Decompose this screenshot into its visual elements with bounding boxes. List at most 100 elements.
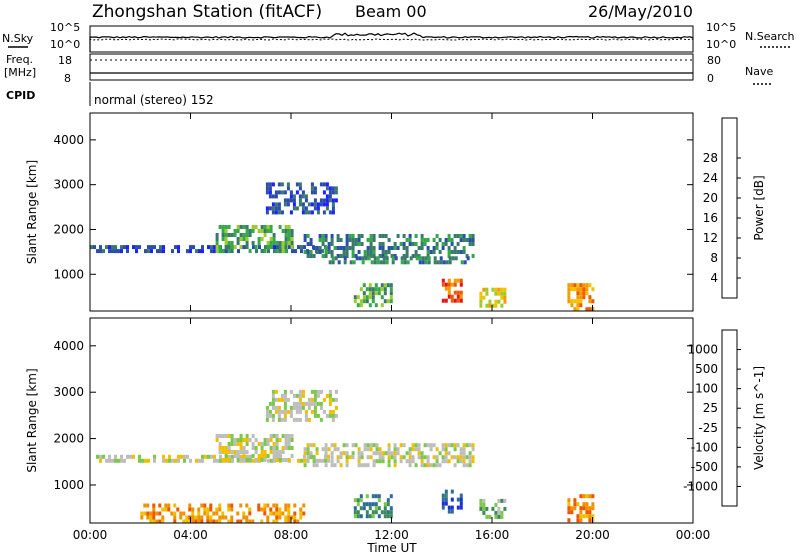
echo-cell (318, 250, 322, 254)
echo-cell (351, 443, 355, 448)
echo-cell (295, 190, 299, 195)
echo-cell (573, 502, 577, 507)
echo-cell (271, 182, 275, 187)
echo-cell (218, 446, 222, 450)
echo-cell (206, 507, 210, 512)
echo-cell (331, 206, 335, 211)
echo-cell (252, 458, 255, 463)
echo-cell (287, 434, 291, 438)
echo-cell (576, 518, 580, 523)
echo-cell (306, 443, 310, 448)
echo-cell (315, 246, 319, 250)
echo-cell (503, 498, 507, 503)
echo-cell (230, 434, 234, 438)
echo-cell (331, 190, 335, 195)
echo-cell (233, 229, 237, 233)
echo-cell (328, 397, 332, 402)
echo-cell (251, 454, 255, 458)
echo-cell (367, 256, 371, 261)
echo-cell (302, 511, 306, 516)
echo-cell (230, 507, 234, 512)
echo-cell (275, 511, 279, 516)
echo-cell (272, 434, 276, 438)
echo-cell (236, 442, 240, 446)
echo-cell (277, 405, 281, 410)
echo-cell (248, 458, 252, 462)
echo-cell (132, 454, 135, 459)
echo-cell (287, 229, 291, 233)
echo-cell (231, 458, 234, 463)
echo-cell (333, 443, 337, 448)
echo-cell (381, 246, 385, 250)
echo-cell (432, 443, 436, 448)
echo-cell (384, 234, 388, 238)
echo-cell (164, 507, 168, 512)
echo-cell (230, 241, 234, 245)
echo-cell (322, 182, 326, 187)
echo-cell (393, 254, 397, 258)
echo-cell (396, 451, 400, 456)
x-tick-label: 08:00 (274, 528, 309, 542)
echo-cell (278, 241, 282, 245)
echo-cell (426, 246, 430, 250)
y-tick-label: 3000 (53, 385, 84, 399)
echo-cell (152, 511, 156, 516)
echo-cell (277, 417, 281, 422)
echo-cell (491, 287, 495, 292)
echo-cell (322, 190, 326, 195)
echo-cell (331, 260, 335, 265)
echo-cell (221, 434, 225, 438)
echo-cell (582, 514, 586, 519)
echo-cell (274, 202, 278, 207)
echo-cell (456, 278, 460, 283)
echo-cell (503, 295, 507, 300)
echo-cell (328, 389, 332, 394)
echo-cell (254, 458, 258, 462)
echo-cell (491, 303, 495, 308)
echo-cell (372, 238, 376, 242)
echo-cell (444, 286, 448, 291)
echo-cell (293, 503, 297, 508)
echo-cell (245, 229, 249, 233)
echo-cell (266, 225, 270, 229)
echo-cell (189, 249, 192, 254)
echo-cell (411, 447, 415, 452)
echo-cell (224, 434, 228, 438)
echo-cell (576, 502, 580, 507)
y-axis-label: Slant Range [km] (25, 160, 39, 264)
echo-cell (286, 397, 290, 402)
echo-cell (290, 438, 294, 442)
echo-cell (424, 256, 428, 261)
echo-cell (242, 237, 246, 241)
echo-cell (306, 234, 310, 238)
echo-cell (204, 454, 207, 459)
echo-cell (135, 249, 138, 254)
echo-cell (239, 458, 243, 462)
echo-cell (316, 389, 320, 394)
echo-cell (126, 245, 129, 250)
echo-cell (313, 397, 317, 402)
echo-cell (269, 225, 273, 229)
echo-cell (195, 249, 198, 254)
echo-cell (441, 298, 445, 303)
echo-cell (275, 438, 279, 442)
nsky-tick-top: 10^5 (50, 21, 80, 34)
echo-cell (376, 256, 380, 261)
echo-cell (426, 459, 430, 464)
echo-cell (331, 186, 335, 191)
echo-cell (301, 389, 305, 394)
echo-cell (386, 514, 390, 519)
echo-cell (363, 443, 367, 448)
nsearch-tick-top: 10^5 (706, 21, 736, 34)
echo-cell (366, 246, 370, 250)
cpid-label: CPID (6, 89, 35, 102)
echo-cell (339, 254, 343, 258)
echo-cell (284, 237, 288, 241)
echo-cell (377, 287, 381, 292)
echo-cell (372, 254, 376, 258)
echo-cell (372, 250, 376, 254)
echo-cell (288, 245, 291, 250)
echo-cell (221, 237, 225, 241)
echo-cell (386, 510, 390, 515)
echo-cell (456, 242, 460, 246)
